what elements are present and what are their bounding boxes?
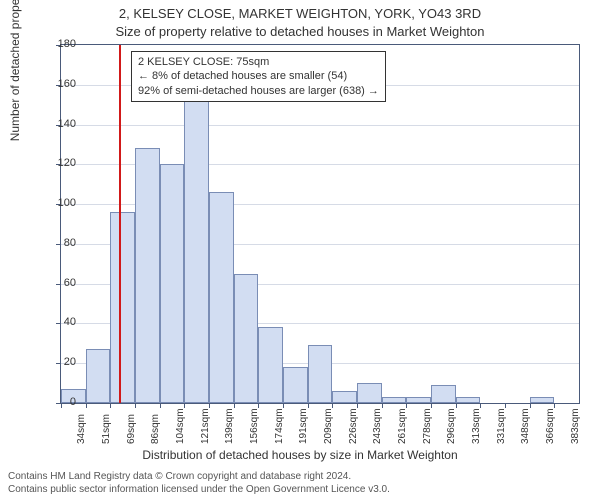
x-tick-mark [480,403,481,408]
x-tick-label: 243sqm [372,408,383,444]
x-tick-mark [160,403,161,408]
y-tick-label: 80 [46,237,76,249]
x-tick-label: 209sqm [323,408,334,444]
gridline [61,125,579,126]
x-tick-mark [184,403,185,408]
x-tick-mark [234,403,235,408]
histogram-bar [258,327,283,403]
histogram-bar [308,345,333,403]
x-tick-label: 86sqm [150,414,161,444]
annotation-box: 2 KELSEY CLOSE: 75sqm← 8% of detached ho… [131,51,386,102]
histogram-bar [431,385,456,403]
chart-title-line2: Size of property relative to detached ho… [0,24,600,39]
x-tick-mark [406,403,407,408]
histogram-bar [135,148,160,403]
histogram-bar [357,383,382,403]
attribution-footer: Contains HM Land Registry data © Crown c… [8,471,390,496]
y-tick-label: 140 [46,118,76,130]
histogram-bar [456,397,481,403]
x-tick-mark [110,403,111,408]
y-tick-label: 0 [46,396,76,408]
histogram-bar [86,349,111,403]
annotation-line-1: 2 KELSEY CLOSE: 75sqm [138,55,379,69]
y-tick-label: 120 [46,157,76,169]
y-tick-label: 100 [46,197,76,209]
histogram-bar [234,274,259,403]
histogram-bar [332,391,357,403]
footer-line-1: Contains HM Land Registry data © Crown c… [8,471,390,484]
x-tick-label: 191sqm [298,408,309,444]
x-tick-mark [283,403,284,408]
x-tick-label: 348sqm [520,408,531,444]
x-axis-label: Distribution of detached houses by size … [0,448,600,462]
x-tick-label: 366sqm [545,408,556,444]
histogram-bar [530,397,555,403]
x-tick-label: 69sqm [126,414,137,444]
x-tick-mark [135,403,136,408]
x-tick-label: 121sqm [200,408,211,444]
x-tick-label: 104sqm [175,408,186,444]
x-tick-mark [86,403,87,408]
x-tick-label: 383sqm [570,408,581,444]
histogram-plot-area: 2 KELSEY CLOSE: 75sqm← 8% of detached ho… [60,44,580,404]
x-tick-label: 261sqm [397,408,408,444]
x-tick-mark [530,403,531,408]
histogram-bar [209,192,234,403]
x-tick-mark [382,403,383,408]
x-tick-label: 34sqm [76,414,87,444]
y-tick-label: 180 [46,38,76,50]
x-tick-label: 331sqm [496,408,507,444]
histogram-bar [184,89,209,403]
x-tick-mark [258,403,259,408]
footer-line-2: Contains public sector information licen… [8,484,390,497]
y-tick-label: 160 [46,78,76,90]
property-marker-line [119,45,121,403]
histogram-bar [160,164,185,403]
y-tick-label: 40 [46,316,76,328]
x-tick-mark [505,403,506,408]
x-tick-mark [554,403,555,408]
x-tick-label: 156sqm [249,408,260,444]
x-tick-label: 313sqm [471,408,482,444]
x-tick-label: 296sqm [446,408,457,444]
annotation-line-2: ← 8% of detached houses are smaller (54) [138,69,379,83]
x-tick-mark [431,403,432,408]
x-tick-label: 278sqm [422,408,433,444]
histogram-bar [110,212,135,403]
x-tick-mark [308,403,309,408]
x-tick-label: 226sqm [348,408,359,444]
x-tick-mark [456,403,457,408]
x-tick-mark [209,403,210,408]
x-tick-mark [357,403,358,408]
y-tick-label: 60 [46,277,76,289]
x-tick-label: 174sqm [274,408,285,444]
x-tick-label: 139sqm [224,408,235,444]
histogram-bar [283,367,308,403]
histogram-bar [382,397,407,403]
x-tick-mark [332,403,333,408]
x-tick-label: 51sqm [101,414,112,444]
y-tick-label: 20 [46,356,76,368]
chart-title-line1: 2, KELSEY CLOSE, MARKET WEIGHTON, YORK, … [0,6,600,21]
histogram-bar [406,397,431,403]
annotation-line-3: 92% of semi-detached houses are larger (… [138,84,379,98]
y-axis-label: Number of detached properties [8,0,22,141]
